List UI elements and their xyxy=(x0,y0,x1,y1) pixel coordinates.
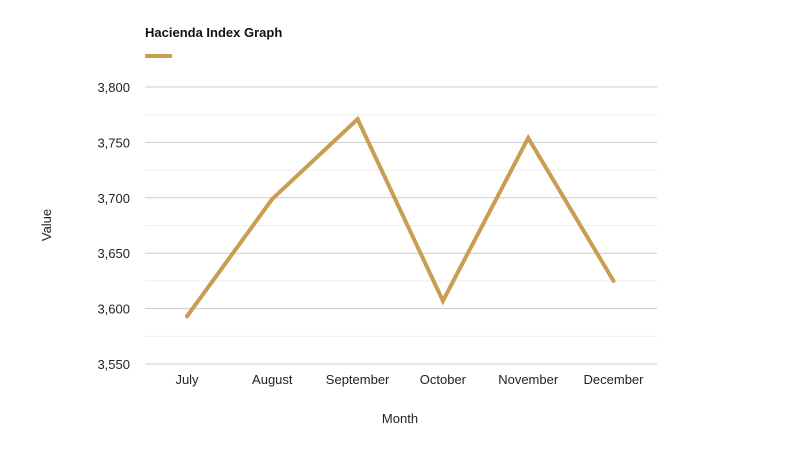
legend-swatch xyxy=(145,54,172,58)
data-point xyxy=(185,314,189,319)
grid-layer xyxy=(145,86,657,365)
x-tick-label: November xyxy=(498,372,559,387)
data-point xyxy=(355,117,360,122)
y-tick-label: 3,600 xyxy=(97,302,130,317)
y-tick-label: 3,650 xyxy=(97,246,130,261)
data-point xyxy=(526,135,531,140)
data-point xyxy=(440,298,445,303)
chart-title: Hacienda Index Graph xyxy=(145,25,283,40)
x-tick-label: July xyxy=(175,372,199,387)
y-tick-label: 3,700 xyxy=(97,191,130,206)
y-tick-label: 3,800 xyxy=(97,80,130,95)
x-tick-label: September xyxy=(326,372,390,387)
x-tick-label: October xyxy=(420,372,467,387)
data-point xyxy=(270,196,275,201)
series-line xyxy=(185,115,616,318)
x-axis-title: Month xyxy=(382,411,418,426)
y-tick-label: 3,550 xyxy=(97,357,130,372)
series-layer xyxy=(185,115,616,319)
axis-layer: 3,550 3,600 3,650 3,700 3,750 3,800 July August… xyxy=(97,80,644,387)
x-tick-label: August xyxy=(252,372,293,387)
x-tick-label: December xyxy=(584,372,645,387)
y-axis-title: Value xyxy=(39,209,54,241)
y-tick-label: 3,750 xyxy=(97,135,130,150)
data-point xyxy=(611,278,616,283)
